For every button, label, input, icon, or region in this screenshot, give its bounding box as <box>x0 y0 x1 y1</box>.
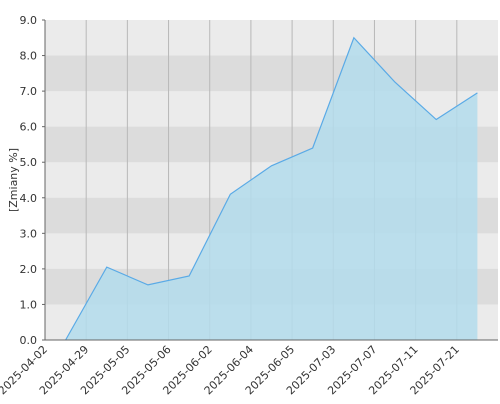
y-tick-label: 4.0 <box>20 192 38 205</box>
y-tick-label: 0.0 <box>20 334 38 347</box>
y-tick-label: 8.0 <box>20 50 38 63</box>
y-tick-label: 1.0 <box>20 298 38 311</box>
line <box>65 36 478 341</box>
grid-band <box>45 55 498 92</box>
y-tick-label: 3.0 <box>20 227 38 240</box>
y-tick-label: 2.0 <box>20 263 38 276</box>
y-axis-label: [Zmiany %] <box>7 148 20 212</box>
area <box>65 37 478 341</box>
y-tick-label: 7.0 <box>20 85 38 98</box>
y-tick-label: 6.0 <box>20 121 38 134</box>
y-tick-label: 5.0 <box>20 156 38 169</box>
y-tick-label: 9.0 <box>20 14 38 27</box>
